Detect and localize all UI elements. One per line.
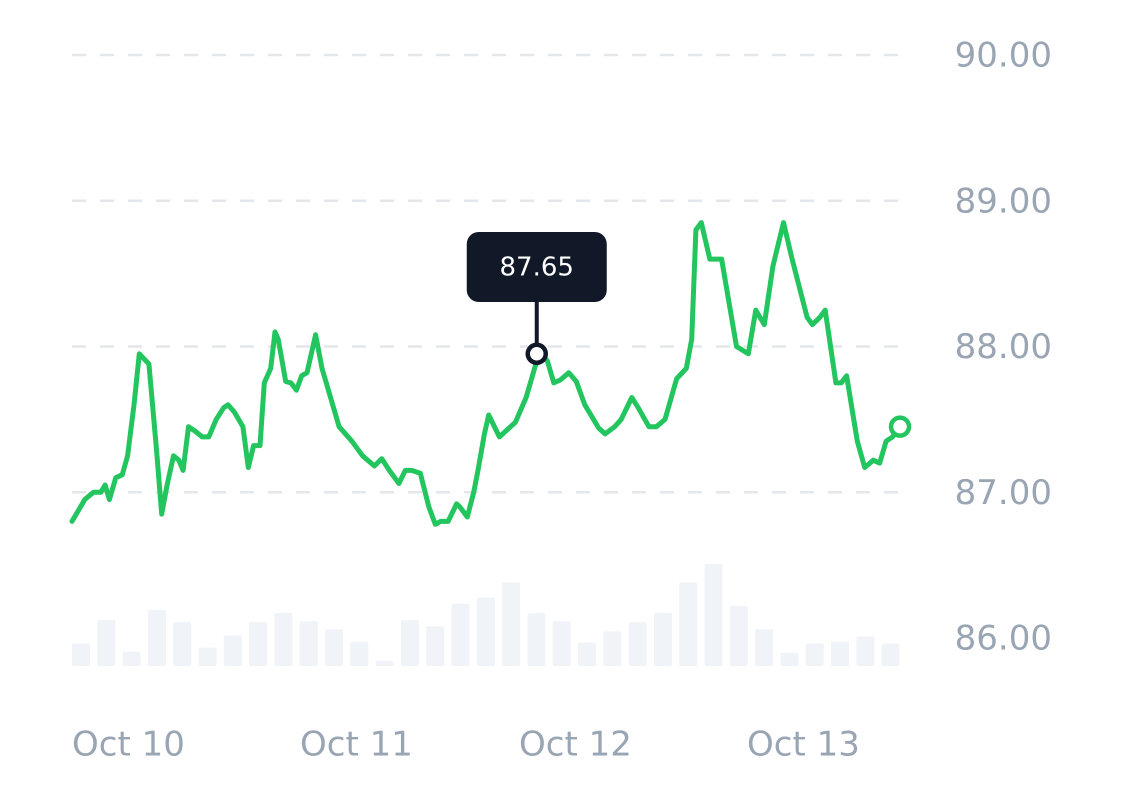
y-tick-label: 90.00 <box>955 36 1052 76</box>
y-axis: 90.00 89.00 88.00 87.00 86.00 <box>955 36 1052 659</box>
volume-bar <box>603 631 622 666</box>
volume-bar <box>451 603 470 666</box>
volume-bar <box>325 629 343 666</box>
volume-bar <box>628 622 647 666</box>
volume-bar <box>704 564 723 666</box>
volume-bars <box>72 564 900 666</box>
volume-bar <box>856 636 875 666</box>
price-tooltip: 87.65 <box>466 232 607 366</box>
volume-bar <box>173 622 192 666</box>
volume-bar <box>476 597 495 666</box>
end-point-marker <box>888 415 912 438</box>
volume-bar <box>755 629 774 666</box>
y-tick-label: 89.00 <box>955 181 1052 221</box>
volume-bar <box>426 626 445 666</box>
y-tick-label: 87.00 <box>955 473 1052 513</box>
tooltip-point <box>525 342 548 366</box>
volume-bar <box>147 609 166 666</box>
volume-bar <box>552 621 571 666</box>
volume-bar <box>274 612 293 666</box>
volume-bar <box>375 660 394 666</box>
volume-bar <box>805 643 824 666</box>
y-tick-label: 88.00 <box>955 327 1052 367</box>
y-tick-label: 86.00 <box>955 619 1052 659</box>
volume-bar <box>527 612 546 666</box>
volume-bar <box>729 605 748 666</box>
x-axis: Oct 10 Oct 11 Oct 12 Oct 13 <box>72 725 860 765</box>
volume-bar <box>198 647 217 666</box>
price-line <box>69 220 903 527</box>
volume-bar <box>350 641 369 666</box>
volume-bar <box>400 620 419 666</box>
x-tick-label: Oct 13 <box>747 725 860 765</box>
volume-bar <box>122 651 141 666</box>
tooltip-box <box>466 232 607 302</box>
volume-bar <box>679 582 698 666</box>
x-tick-label: Oct 12 <box>519 725 632 765</box>
price-series <box>69 220 912 527</box>
volume-bar <box>249 622 268 666</box>
volume-bar <box>72 643 90 666</box>
x-tick-label: Oct 10 <box>72 725 185 765</box>
volume-bar <box>299 621 318 666</box>
volume-bar <box>881 643 900 666</box>
volume-bar <box>831 641 849 666</box>
volume-bar <box>653 612 672 666</box>
volume-bar <box>780 652 799 666</box>
x-tick-label: Oct 11 <box>300 725 413 765</box>
volume-bar <box>502 582 521 666</box>
tooltip-value: 87.65 <box>500 253 574 283</box>
volume-bar <box>97 620 116 666</box>
volume-bar <box>223 635 242 666</box>
volume-bar <box>578 642 596 666</box>
